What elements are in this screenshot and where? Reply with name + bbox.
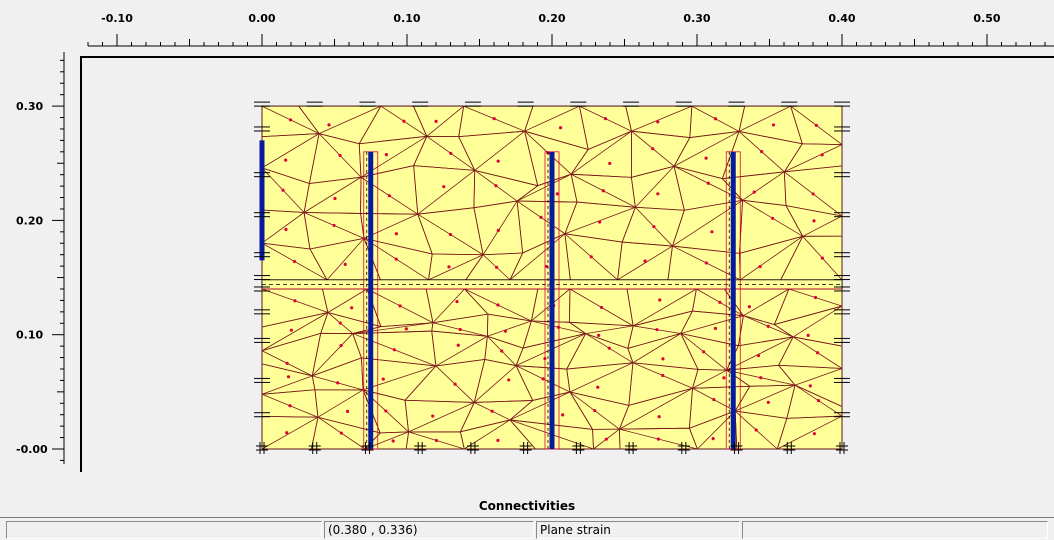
coordinate-readout: (0.380 , 0.336) xyxy=(324,521,534,539)
finite-element-mesh[interactable] xyxy=(0,0,1054,480)
y-tick-label: 0.20 xyxy=(16,214,43,227)
y-tick-label: -0.00 xyxy=(16,443,48,456)
x-tick-label: 0.40 xyxy=(828,12,855,25)
y-tick-label: 0.30 xyxy=(16,100,43,113)
analysis-type-readout: Plane strain xyxy=(536,521,740,539)
x-tick-label: 0.30 xyxy=(683,12,710,25)
y-tick-label: 0.10 xyxy=(16,329,43,342)
x-tick-label: 0.50 xyxy=(973,12,1000,25)
fixities xyxy=(254,101,850,454)
status-cell-empty-left xyxy=(6,521,322,539)
mesh-nodes xyxy=(281,117,824,443)
vertical-ruler: 0.30 0.20 0.10 -0.00 xyxy=(16,52,65,464)
status-bar: (0.380 , 0.336) Plane strain xyxy=(0,517,1054,540)
status-cell-extra xyxy=(742,521,1048,539)
x-tick-label: 0.00 xyxy=(248,12,275,25)
x-tick-label: 0.10 xyxy=(393,12,420,25)
x-tick-label: -0.10 xyxy=(101,12,133,25)
status-title: Connectivities xyxy=(478,499,576,513)
x-tick-label: 0.20 xyxy=(538,12,565,25)
horizontal-ruler: -0.10 0.00 0.10 0.20 0.30 0.40 0.50 xyxy=(87,12,1054,47)
mesh-lines xyxy=(261,105,843,450)
